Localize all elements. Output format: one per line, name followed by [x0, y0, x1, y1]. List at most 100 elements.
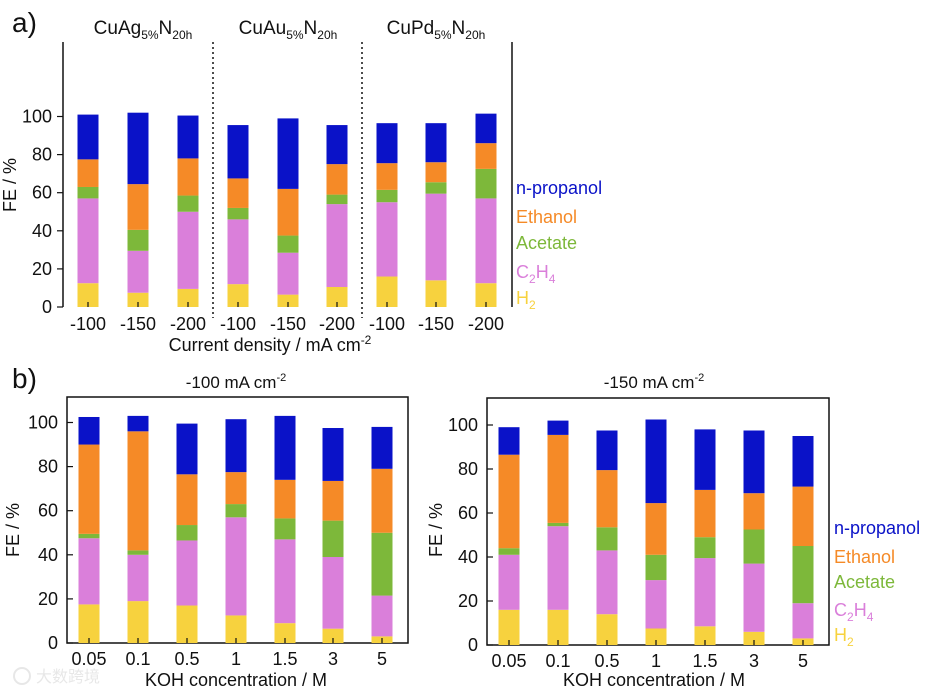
y-tick-label: 40	[458, 547, 478, 567]
y-tick-label: 20	[38, 589, 58, 609]
panel-b1-xticklabels: 0.05 0.1 0.5 1 1.5 3 5	[71, 649, 387, 669]
bar-segment-n-propanol-6	[371, 426, 393, 469]
legend-b-acetate: Acetate	[834, 572, 895, 592]
bar-segment-acetate-6	[376, 189, 398, 203]
y-tick-label: 80	[38, 457, 58, 477]
bar-segment-n-propanol-1	[127, 415, 149, 432]
bar-segment-ethanol-5	[326, 164, 348, 195]
bar-segment-c2h4-3	[645, 580, 667, 629]
bar-segment-acetate-4	[274, 518, 296, 540]
x-tick-label: 1	[651, 651, 661, 671]
panel-a-xlabel: Current density / mA cm-2	[169, 333, 372, 355]
y-tick-label: 0	[468, 635, 478, 655]
bar-segment-n-propanol-4	[274, 415, 296, 480]
bar-segment-acetate-1	[547, 522, 569, 527]
bar-segment-ethanol-0	[77, 159, 99, 187]
panel-b1-chart: -100 mA cm-2 FE / % KOH concentration / …	[3, 372, 409, 690]
bar-segment-h2-1	[127, 601, 149, 643]
x-tick-label: -100	[220, 314, 256, 334]
bar-segment-c2h4-6	[376, 202, 398, 277]
bar-segment-c2h4-2	[177, 211, 199, 289]
bar-segment-c2h4-6	[371, 595, 393, 637]
bar-segment-acetate-2	[596, 527, 618, 551]
bar-segment-acetate-0	[77, 186, 99, 199]
y-tick-label: 100	[22, 107, 52, 127]
y-tick-label: 40	[32, 221, 52, 241]
panel-label-a: a)	[12, 7, 37, 38]
bar-segment-n-propanol-6	[376, 123, 398, 164]
y-tick-label: 60	[32, 183, 52, 203]
bar-segment-c2h4-6	[792, 603, 814, 639]
y-tick-label: 100	[28, 413, 58, 433]
bar-segment-n-propanol-0	[77, 114, 99, 160]
bar-segment-ethanol-4	[277, 188, 299, 236]
bar-segment-n-propanol-3	[227, 125, 249, 179]
bar-segment-n-propanol-3	[225, 419, 247, 473]
panel-b2-chart: -150 mA cm-2 FE / % KOH concentration / …	[426, 372, 830, 690]
bar-segment-c2h4-0	[77, 198, 99, 284]
bar-segment-c2h4-4	[694, 558, 716, 627]
x-tick-label: 5	[377, 649, 387, 669]
legend-a-acetate: Acetate	[516, 233, 577, 253]
y-tick-label: 100	[448, 415, 478, 435]
bar-segment-n-propanol-2	[596, 430, 618, 471]
panel-a-ticks: 0 20 40 60 80 100	[22, 107, 487, 317]
bar-segment-h2-8	[475, 283, 497, 307]
panel-b1-ticks: 0 20 40 60 80 100	[28, 413, 383, 653]
bar-segment-h2-4	[277, 294, 299, 307]
panel-b2-ylabel: FE / %	[426, 503, 446, 557]
y-tick-label: 80	[458, 459, 478, 479]
bar-segment-h2-6	[376, 276, 398, 307]
x-tick-label: 0.05	[491, 651, 526, 671]
bar-segment-acetate-0	[498, 548, 520, 555]
x-tick-label: 3	[749, 651, 759, 671]
watermark: 大数跨境	[13, 667, 100, 686]
bar-segment-acetate-8	[475, 168, 497, 199]
bar-segment-ethanol-1	[547, 434, 569, 523]
bar-segment-h2-5	[326, 286, 348, 307]
bar-segment-c2h4-4	[277, 252, 299, 295]
bar-segment-n-propanol-5	[743, 430, 765, 494]
panel-b1-title: -100 mA cm-2	[186, 372, 286, 392]
bar-segment-ethanol-5	[743, 493, 765, 530]
legend-panel-a: n-propanol Ethanol Acetate C2H4 H2	[516, 178, 602, 312]
bar-segment-ethanol-5	[322, 480, 344, 521]
bar-segment-c2h4-1	[547, 526, 569, 610]
bar-segment-c2h4-8	[475, 198, 497, 284]
panel-a-chart: a) FE / % Current density / mA cm-2 CuAg…	[0, 7, 513, 355]
bar-segment-h2-3	[225, 615, 247, 643]
bar-segment-h2-1	[127, 292, 149, 307]
bar-segment-ethanol-2	[596, 470, 618, 528]
x-tick-label: -100	[369, 314, 405, 334]
bar-segment-h2-4	[274, 623, 296, 643]
bar-segment-c2h4-7	[425, 193, 447, 281]
bar-segment-c2h4-0	[78, 538, 100, 605]
bar-segment-acetate-2	[177, 195, 199, 212]
panel-a-ylabel: FE / %	[0, 158, 20, 212]
bar-segment-h2-2	[176, 605, 198, 643]
bar-segment-ethanol-8	[475, 143, 497, 169]
bar-segment-acetate-1	[127, 229, 149, 251]
legend-a-npropanol: n-propanol	[516, 178, 602, 198]
group-label-cupd: CuPd5%N20h	[387, 18, 486, 42]
legend-a-ethanol: Ethanol	[516, 207, 577, 227]
bar-segment-acetate-6	[792, 546, 814, 604]
x-tick-label: 1	[231, 649, 241, 669]
x-tick-label: 0.1	[125, 649, 150, 669]
bar-segment-c2h4-3	[227, 219, 249, 285]
bar-segment-c2h4-5	[326, 204, 348, 287]
y-tick-label: 40	[38, 545, 58, 565]
bar-segment-ethanol-2	[177, 158, 199, 196]
panel-b1-bars	[78, 415, 393, 643]
panel-a-bars	[77, 112, 497, 307]
bar-segment-n-propanol-3	[645, 419, 667, 504]
bar-segment-c2h4-5	[743, 563, 765, 632]
bar-segment-ethanol-2	[176, 474, 198, 526]
x-tick-label: 1.5	[272, 649, 297, 669]
legend-b-h2: H2	[834, 625, 854, 649]
bar-segment-c2h4-2	[596, 550, 618, 615]
bar-segment-c2h4-4	[274, 539, 296, 624]
bar-segment-n-propanol-1	[547, 420, 569, 435]
bar-segment-h2-2	[177, 288, 199, 307]
